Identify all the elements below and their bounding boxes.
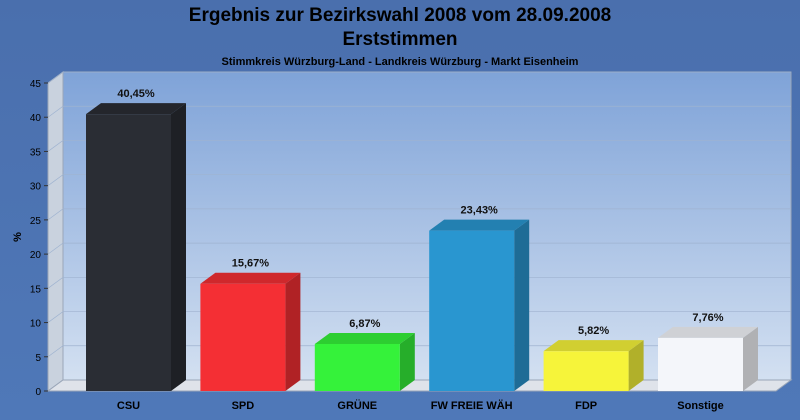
- bar-value-label: 5,82%: [578, 325, 609, 337]
- bar-front: [658, 337, 743, 391]
- bar-side: [628, 340, 644, 391]
- y-tick-label: 15: [30, 284, 42, 295]
- bar-value-label: 7,76%: [692, 312, 723, 324]
- x-tick-label: FDP: [575, 400, 597, 412]
- bar-front: [314, 343, 400, 391]
- gridline: [47, 140, 791, 152]
- x-tick-label: Sonstige: [677, 400, 723, 412]
- gridlines: [47, 71, 791, 358]
- bar-spd: 15,67%: [200, 258, 301, 391]
- gridline: [47, 345, 791, 358]
- bar-value-label: 23,43%: [461, 205, 499, 217]
- y-tick-label: 10: [30, 319, 42, 330]
- plot-side-wall: [47, 71, 64, 392]
- gridline: [47, 208, 791, 221]
- y-tick-label: 45: [30, 79, 42, 90]
- bar-side: [285, 272, 301, 391]
- gridline: [47, 71, 791, 84]
- bar-front: [200, 283, 286, 391]
- bar-top: [200, 272, 301, 284]
- x-tick-label: CSU: [117, 400, 140, 412]
- bars: 40,45% 15,67% 6,87% 23,43% 5,82% 7,76%: [86, 88, 758, 392]
- bar-front: [86, 114, 171, 392]
- gridline: [47, 311, 791, 323]
- bar-top: [86, 103, 186, 115]
- y-tick-label: 25: [30, 216, 42, 227]
- bar-front: [543, 351, 629, 391]
- bar-side: [514, 219, 530, 391]
- bar-side: [171, 103, 186, 392]
- gridline: [47, 174, 791, 186]
- bar-side: [743, 326, 758, 391]
- bar-value-label: 15,67%: [232, 258, 270, 270]
- x-tick-label: FW FREIE WÄH: [431, 399, 513, 412]
- bar-top: [429, 219, 530, 231]
- y-axis-ticks: 0 5 10 15 20 25 30 35 40 45: [30, 79, 48, 398]
- bar-value-label: 40,45%: [117, 88, 155, 100]
- gridline: [47, 105, 791, 118]
- bar-side: [399, 332, 415, 391]
- bar-value-label: 6,87%: [349, 318, 380, 330]
- y-tick-label: 35: [30, 147, 42, 158]
- y-tick-label: 30: [30, 182, 42, 193]
- bar-front: [429, 230, 515, 391]
- y-tick-label: 5: [35, 353, 41, 364]
- chart-title-line1: Ergebnis zur Bezirkswahl 2008 vom 28.09.…: [189, 5, 611, 26]
- chart-title-line2: Erststimmen: [342, 29, 457, 50]
- bar-sonstige: 7,76%: [658, 312, 758, 391]
- bar-csu: 40,45%: [86, 88, 186, 392]
- bar-grüne: 6,87%: [314, 318, 415, 391]
- y-tick-label: 20: [30, 250, 42, 261]
- gridline: [47, 242, 791, 255]
- bar-fw-freie-wäh: 23,43%: [429, 205, 530, 391]
- y-tick-label: 0: [35, 387, 41, 398]
- bar-top: [314, 332, 415, 344]
- gridline: [47, 276, 791, 289]
- y-axis-label: %: [12, 232, 24, 242]
- bar-top: [658, 326, 758, 338]
- bar-top: [543, 340, 644, 352]
- y-tick-label: 40: [30, 113, 42, 124]
- bar-fdp: 5,82%: [543, 325, 644, 391]
- x-axis-labels: CSU SPD GRÜNE FW FREIE WÄH FDP Sonstige: [117, 399, 724, 412]
- x-tick-label: GRÜNE: [337, 399, 377, 412]
- x-tick-label: SPD: [232, 400, 255, 412]
- chart-subtitle: Stimmkreis Würzburg-Land - Landkreis Wür…: [222, 56, 579, 68]
